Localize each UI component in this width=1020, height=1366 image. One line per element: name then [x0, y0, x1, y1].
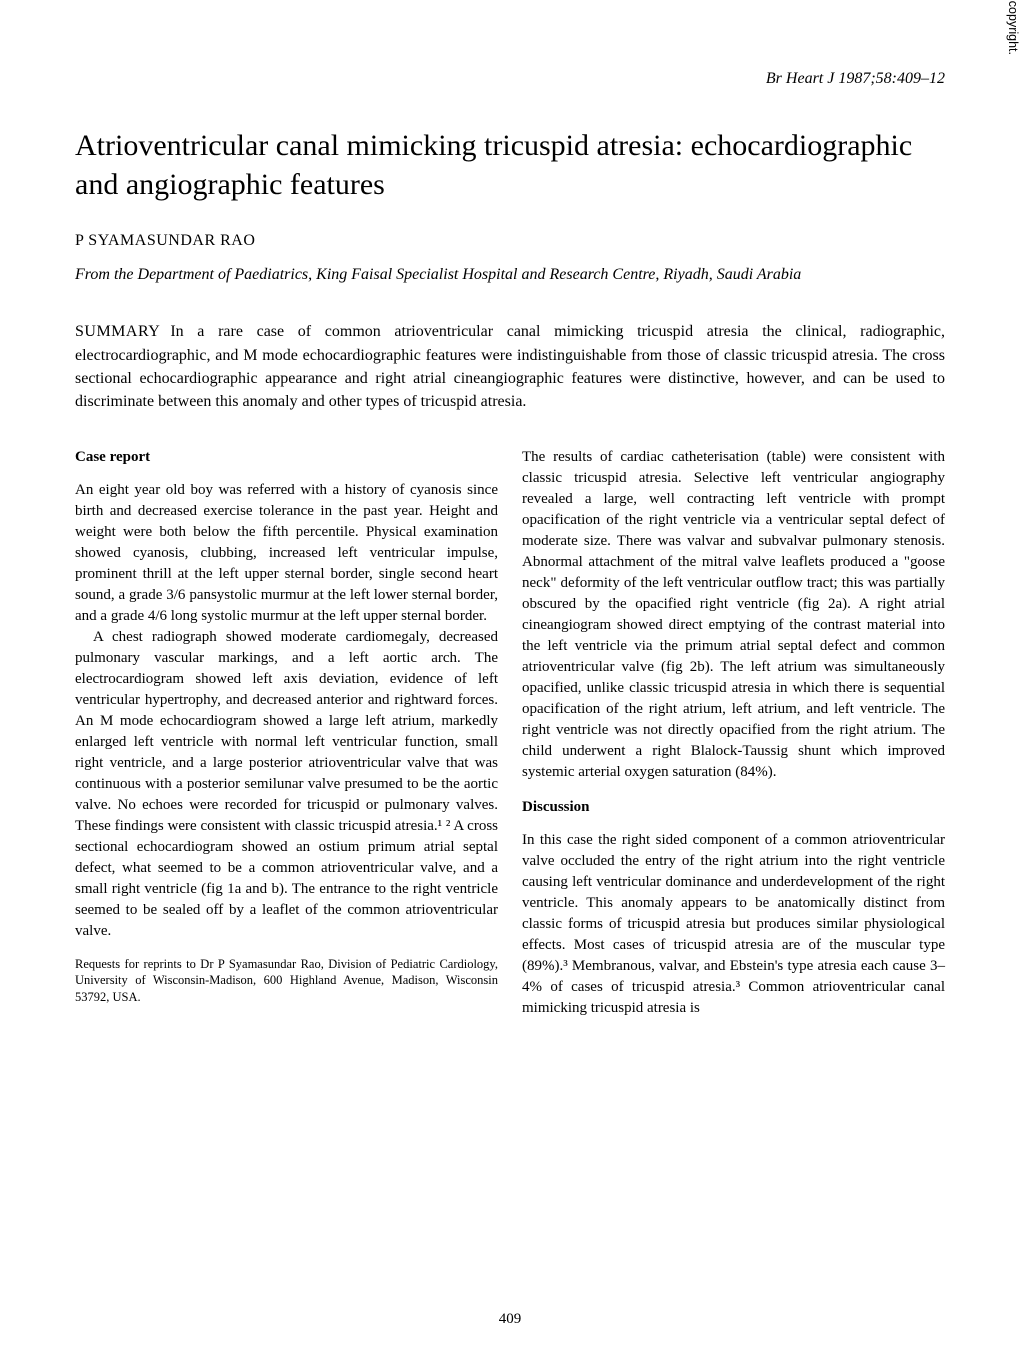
case-report-paragraph-2: A chest radiograph showed moderate cardi… — [75, 627, 498, 942]
author-name: P SYAMASUNDAR RAO — [75, 232, 945, 250]
discussion-heading: Discussion — [522, 797, 945, 818]
page-number: 409 — [499, 1311, 522, 1328]
two-column-body: Case report An eight year old boy was re… — [75, 447, 945, 1019]
discussion-paragraph: In this case the right sided component o… — [522, 830, 945, 1019]
reprint-request: Requests for reprints to Dr P Syamasunda… — [75, 956, 498, 1005]
right-column: The results of cardiac catheterisation (… — [522, 447, 945, 1019]
case-report-paragraph-1: An eight year old boy was referred with … — [75, 480, 498, 627]
summary-block: SUMMARYIn a rare case of common atrioven… — [75, 320, 945, 413]
left-column: Case report An eight year old boy was re… — [75, 447, 498, 1019]
article-title: Atrioventricular canal mimicking tricusp… — [75, 126, 945, 204]
section-gap — [522, 783, 945, 797]
author-affiliation: From the Department of Paediatrics, King… — [75, 264, 945, 286]
copyright-sidebar: Br Heart J: first published as 10.1136/h… — [1006, 0, 1020, 55]
results-paragraph: The results of cardiac catheterisation (… — [522, 447, 945, 783]
journal-citation: Br Heart J 1987;58:409–12 — [75, 70, 945, 88]
summary-label: SUMMARY — [75, 323, 160, 340]
summary-text: In a rare case of common atrioventricula… — [75, 323, 945, 410]
case-report-heading: Case report — [75, 447, 498, 468]
